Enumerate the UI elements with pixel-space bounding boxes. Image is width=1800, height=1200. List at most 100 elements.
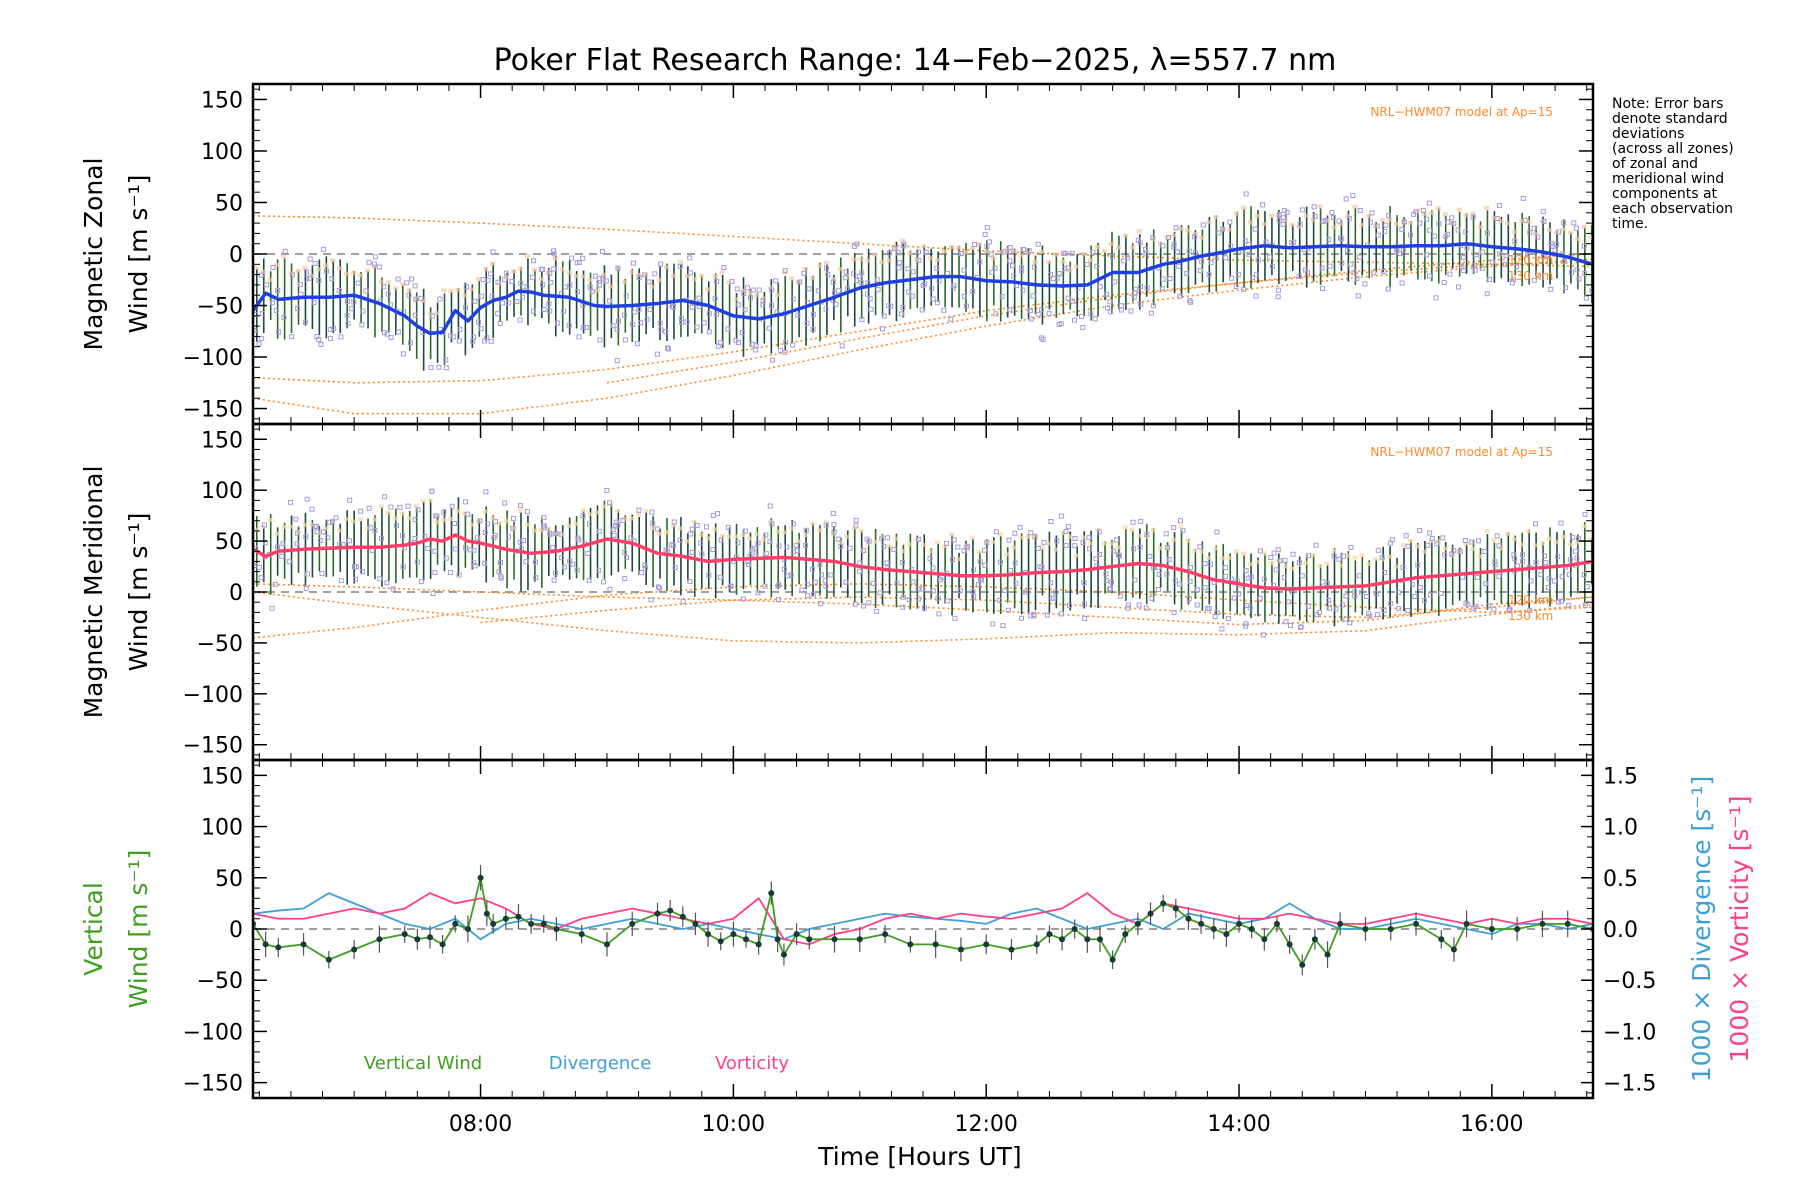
zone-marker [524, 253, 530, 258]
zone-marker [997, 250, 1003, 255]
zone-scatter-point [1438, 591, 1444, 597]
vertical-wind-point [743, 936, 750, 943]
x-tick-label: 14:00 [1207, 1112, 1270, 1137]
zone-marker [893, 536, 899, 541]
zone-scatter-point [304, 269, 310, 275]
zone-scatter-point [1312, 213, 1318, 219]
zone-scatter-point [1330, 215, 1336, 221]
zone-scatter-point [921, 605, 927, 611]
vertical-wind-point [768, 890, 775, 897]
zone-marker [990, 540, 996, 545]
zone-marker [956, 557, 962, 562]
zone-scatter-point [378, 535, 384, 541]
zone-scatter-point [366, 505, 372, 511]
zone-scatter-point [1570, 534, 1576, 540]
zone-scatter-point [1306, 603, 1312, 609]
zone-scatter-point [1065, 524, 1071, 530]
vertical-wind-point [275, 944, 282, 951]
zone-marker [344, 517, 350, 522]
zone-scatter-point [971, 241, 977, 247]
zone-marker [1352, 204, 1358, 209]
zone-scatter-point [699, 551, 705, 557]
zone-scatter-point [412, 517, 418, 523]
zone-scatter-point [304, 496, 310, 502]
zone-scatter-point [1197, 544, 1203, 550]
zone-scatter-point [919, 307, 925, 313]
zone-scatter-point [376, 264, 382, 270]
zone-scatter-point [694, 522, 700, 528]
vertical-wind-point [1273, 920, 1280, 927]
zone-marker [754, 531, 760, 536]
zone-scatter-point [1135, 237, 1141, 243]
zone-scatter-point [606, 298, 612, 304]
zone-scatter-point [636, 274, 642, 280]
y-tick-label: 150 [201, 764, 243, 789]
zone-scatter-point [1086, 535, 1092, 541]
zone-scatter-point [1463, 229, 1469, 235]
zone-scatter-point [984, 540, 990, 546]
zone-scatter-point [1223, 573, 1229, 579]
zone-scatter-point [1231, 595, 1237, 601]
zone-scatter-point [1174, 249, 1180, 255]
zone-scatter-point [478, 326, 484, 332]
zone-marker [288, 524, 294, 529]
y-tick-label: 150 [201, 88, 243, 113]
zone-scatter-point [842, 275, 848, 281]
zone-scatter-point [1433, 295, 1439, 301]
zone-marker [1081, 251, 1087, 256]
right-tick-label: 0.5 [1603, 867, 1638, 892]
zone-scatter-point [833, 301, 839, 307]
zone-marker [900, 238, 906, 243]
zone-marker [816, 528, 822, 533]
vertical-wind-point [1248, 926, 1255, 932]
zone-scatter-point [592, 273, 598, 279]
zone-scatter-point [734, 286, 740, 292]
vertical-wind-point [654, 910, 661, 917]
zone-scatter-point [289, 272, 295, 278]
zone-marker [1296, 224, 1302, 229]
zone-scatter-point [859, 270, 865, 276]
zone-scatter-point [916, 536, 922, 542]
vertical-wind-point [1564, 920, 1571, 927]
x-axis-label: Time [Hours UT] [817, 1142, 1021, 1171]
zone-marker [552, 256, 558, 261]
zone-scatter-point [1008, 567, 1014, 573]
zone-scatter-point [1429, 536, 1435, 542]
zone-marker [295, 529, 301, 534]
zone-marker [1185, 538, 1191, 543]
zone-marker [622, 280, 628, 285]
vertical-wind-point [1362, 926, 1369, 932]
zone-scatter-point [951, 537, 957, 543]
zone-scatter-point [916, 249, 922, 255]
zone-scatter-point [1401, 219, 1407, 225]
zone-scatter-point [910, 293, 916, 299]
vertical-wind-point [1337, 920, 1344, 927]
vertical-wind-point [717, 938, 724, 945]
zone-marker [816, 263, 822, 268]
zone-scatter-point [868, 306, 874, 312]
zone-scatter-point [485, 277, 491, 283]
zone-marker [698, 532, 704, 537]
zone-marker [1255, 213, 1260, 218]
zone-scatter-point [853, 517, 859, 523]
zone-scatter-point [1253, 272, 1259, 278]
zone-marker [969, 246, 975, 251]
zone-scatter-point [432, 569, 438, 575]
zone-scatter-point [687, 255, 693, 261]
zone-marker [587, 277, 593, 282]
zone-scatter-point [891, 546, 897, 552]
zone-scatter-point [1125, 602, 1131, 608]
vertical-wind-point [262, 941, 269, 948]
zone-scatter-point [279, 553, 285, 559]
zone-scatter-point [1223, 255, 1229, 261]
zone-marker [358, 273, 364, 278]
zone-marker [747, 536, 753, 541]
zone-scatter-point [425, 545, 431, 551]
zone-scatter-point [916, 596, 922, 602]
zone-scatter-point [1362, 281, 1368, 287]
zone-marker [1373, 557, 1379, 562]
zone-scatter-point [1326, 237, 1332, 243]
zone-scatter-point [970, 567, 976, 573]
model-curve-2 [253, 591, 1593, 644]
zone-marker [1046, 541, 1052, 546]
